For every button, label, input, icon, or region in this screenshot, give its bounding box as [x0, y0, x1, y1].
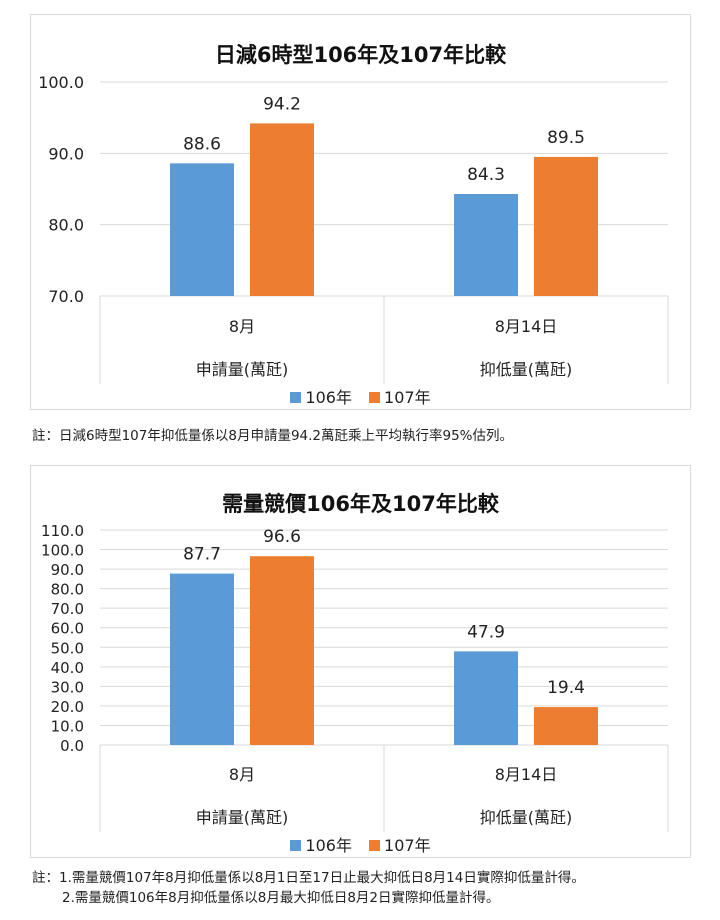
data-label: 84.3: [467, 165, 505, 185]
y-tick-label: 70.0: [48, 287, 84, 306]
chart-panel-peak-6h: 日減6時型106年及107年比較 70.0 80.0 90.0 100.0 88.6 94…: [30, 14, 691, 410]
category-label: 8月14日: [495, 317, 558, 336]
category-sublabel: 抑低量(萬瓩): [480, 808, 573, 827]
bar: [250, 556, 314, 745]
category-sublabel: 申請量(萬瓩): [196, 808, 289, 827]
y-tick-label: 50.0: [51, 639, 84, 657]
bar: [454, 651, 518, 745]
chart-legend: 106年 107年: [31, 832, 690, 856]
data-label: 88.6: [183, 134, 221, 154]
chart-title: 需量競價106年及107年比較: [222, 492, 499, 516]
y-tick-label: 10.0: [51, 717, 84, 735]
legend-label: 107年: [384, 388, 431, 407]
chart-legend: 106年 107年: [31, 384, 690, 408]
legend-item-107: 107年: [369, 384, 431, 408]
legend-swatch-106: [290, 840, 302, 851]
chart-panel-demand-bidding: 需量競價106年及107年比較 0.0 10.0 20.0 30.0 40.0 50.0 6…: [30, 465, 691, 858]
category-label: 8月14日: [495, 765, 558, 784]
chart-note: 註：日減6時型107年抑低量係以8月申請量94.2萬瓩乘上平均執行率95%估列。: [32, 428, 514, 444]
chart-title: 日減6時型106年及107年比較: [214, 43, 507, 67]
y-tick-label: 0.0: [60, 737, 84, 755]
y-tick-label: 20.0: [51, 698, 84, 716]
y-tick-label: 90.0: [48, 144, 84, 163]
legend-item-106: 106年: [290, 832, 352, 856]
chart-note: 註：1.需量競價107年8月抑低量係以8月1日至17日止最大抑低日8月14日實際…: [32, 870, 585, 886]
category-label: 8月: [229, 765, 255, 784]
legend-swatch-107: [369, 392, 381, 403]
bar: [454, 193, 518, 296]
y-tick-label: 100.0: [38, 73, 84, 92]
data-label: 89.5: [547, 128, 585, 148]
data-label: 47.9: [467, 622, 505, 642]
bar: [170, 573, 234, 745]
bar: [170, 163, 234, 296]
data-label: 19.4: [547, 678, 585, 698]
y-tick-label: 100.0: [41, 542, 84, 560]
legend-item-107: 107年: [369, 832, 431, 856]
bar-chart-svg: 70.0 80.0 90.0 100.0 88.6 94.2 8月申請量(萬瓩) 84.3 89…: [38, 73, 669, 384]
legend-swatch-106: [290, 392, 302, 403]
legend-item-106: 106年: [290, 384, 352, 408]
legend-label: 106年: [305, 388, 352, 407]
y-tick-label: 90.0: [51, 561, 84, 579]
legend-swatch-107: [369, 840, 381, 851]
legend-label: 107年: [384, 836, 431, 855]
data-label: 87.7: [183, 545, 221, 565]
category-sublabel: 抑低量(萬瓩): [480, 360, 573, 379]
bar: [534, 156, 598, 296]
y-tick-label: 110.0: [41, 522, 84, 540]
y-tick-label: 80.0: [48, 216, 84, 235]
y-tick-label: 80.0: [51, 581, 84, 599]
bar: [534, 707, 598, 745]
data-label: 96.6: [263, 527, 301, 547]
data-label: 94.2: [263, 94, 301, 114]
chart-note-2: 2.需量競價106年8月抑低量係以8月最大抑低日8月2日實際抑低量計得。: [62, 890, 500, 906]
y-tick-label: 60.0: [51, 620, 84, 638]
legend-label: 106年: [305, 836, 352, 855]
bar: [250, 123, 314, 296]
y-tick-label: 40.0: [51, 659, 84, 677]
y-tick-label: 70.0: [51, 600, 84, 618]
y-tick-label: 30.0: [51, 678, 84, 696]
bar-chart-svg: 0.010.020.030.040.050.060.070.080.090.01…: [41, 522, 669, 832]
category-sublabel: 申請量(萬瓩): [196, 360, 289, 379]
category-label: 8月: [229, 317, 255, 336]
